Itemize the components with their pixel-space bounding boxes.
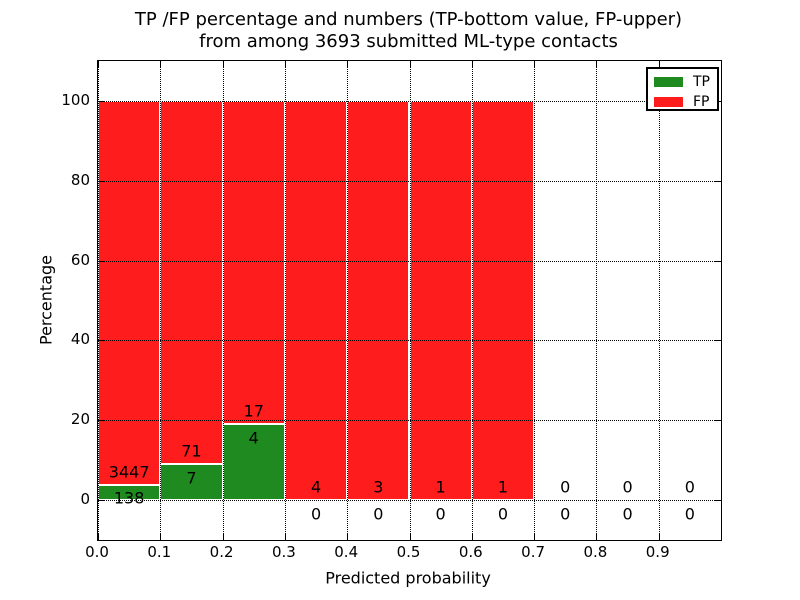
bar-label-tp-4: 0 [373,504,384,524]
x-axis-label: Predicted probability [325,568,491,588]
tick-top-0.9 [658,61,660,68]
bar-label-tp-9: 0 [684,504,695,524]
tick-right-60 [714,260,721,262]
bar-label-fp-3: 4 [310,477,322,497]
tick-bottom-0.2 [222,533,224,540]
x-tick-label-0.2: 0.2 [209,543,234,561]
tick-bottom-0.3 [284,533,286,540]
tick-top-0.7 [534,61,536,68]
gridline-x-0.4 [347,61,349,540]
legend-label-tp: TP [693,74,710,90]
tick-right-0 [714,500,721,502]
bar-label-fp-0: 3447 [108,462,150,482]
gridline-x-0.1 [160,61,162,540]
tick-bottom-0 [98,533,99,540]
tick-bottom-0.8 [596,533,598,540]
tick-top-0.2 [222,61,224,68]
bar-label-tp-5: 0 [435,504,446,524]
bar-fp-5 [409,100,472,501]
bar-label-fp-6: 1 [497,477,509,497]
bar-fp-3 [284,100,348,501]
bar-fp-6 [471,100,535,501]
legend-swatch-tp [654,77,683,87]
bar-fp-1 [160,100,223,465]
x-tick-label-0.3: 0.3 [271,543,296,561]
plot-area: 3447 138 71 7 17 4 4 0 3 0 1 0 1 0 0 0 0 0 0 0 [97,60,722,541]
bar-label-tp-1: 7 [186,468,197,488]
bar-label-tp-3: 0 [310,504,322,524]
tick-right-40 [714,340,721,342]
legend: TP FP [646,67,719,111]
y-tick-label-20: 20 [70,410,90,429]
gridline-x-0.2 [222,61,224,540]
legend-item-fp: FP [654,93,717,111]
y-tick-label-80: 80 [70,170,90,189]
gridline-x-0.9 [658,61,660,540]
x-tick-label-0.6: 0.6 [458,543,483,561]
tick-right-20 [714,420,721,422]
y-tick-label-100: 100 [61,90,90,109]
tick-right-80 [714,180,721,182]
tick-left-100 [98,100,105,102]
bar-label-tp-8: 0 [622,504,633,524]
bar-label-tp-7: 0 [560,504,571,524]
chart-title: TP /FP percentage and numbers (TP-bottom… [134,9,683,52]
tick-top-0 [98,61,99,68]
gridline-x-0.7 [534,61,536,540]
bar-fp-4 [347,100,410,501]
bar-fp-2 [222,100,285,425]
bar-label-tp-0: 138 [113,488,145,508]
tick-left-0 [98,500,105,502]
tick-left-20 [98,420,105,422]
tick-bottom-0.9 [658,533,660,540]
y-tick-label-60: 60 [70,250,90,269]
tick-top-0.4 [347,61,349,68]
tick-bottom-0.7 [534,533,536,540]
tick-bottom-0.1 [160,533,162,540]
bar-tp-2 [222,424,285,501]
x-tick-label-0.5: 0.5 [396,543,421,561]
bar-label-fp-8: 0 [622,477,633,497]
gridline-x-0.3 [284,61,286,540]
x-tick-label-0.4: 0.4 [334,543,359,561]
x-tick-label-0.0: 0.0 [85,543,109,561]
gridline-x-0.6 [471,61,473,540]
bar-label-fp-7: 0 [560,477,571,497]
gridline-x-0.5 [409,61,411,540]
gridline-x-0.8 [596,61,598,540]
x-tick-label-0.8: 0.8 [583,543,608,561]
bar-label-fp-1: 71 [181,441,202,461]
tick-top-0.3 [284,61,286,68]
tick-left-80 [98,180,105,182]
y-tick-label-0: 0 [80,490,90,509]
bar-label-tp-2: 4 [248,428,259,448]
legend-label-fp: FP [693,94,710,110]
tick-top-0.5 [409,61,411,68]
bar-tp-1 [160,464,223,501]
legend-item-tp: TP [654,73,717,91]
x-tick-label-0.7: 0.7 [521,543,546,561]
x-tick-label-0.1: 0.1 [147,543,172,561]
y-tick-label-40: 40 [70,330,90,349]
bar-label-fp-4: 3 [373,477,384,497]
tick-top-0.6 [471,61,473,68]
tick-left-40 [98,340,105,342]
tick-top-0.8 [596,61,598,68]
tick-top-0.1 [160,61,162,68]
bar-fp-0 [98,100,161,485]
x-tick-label-0.9: 0.9 [645,543,670,561]
bar-label-fp-5: 1 [435,477,446,497]
legend-swatch-fp [654,97,683,107]
tick-bottom-0.4 [347,533,349,540]
bar-label-fp-2: 17 [243,401,264,421]
bar-label-fp-9: 0 [684,477,695,497]
bar-label-tp-6: 0 [497,504,509,524]
tick-left-60 [98,260,105,262]
tick-bottom-0.6 [471,533,473,540]
tick-bottom-0.5 [409,533,411,540]
gridline-x-0 [98,61,99,540]
